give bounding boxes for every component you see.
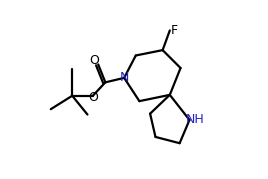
Text: N: N [120, 71, 129, 84]
Text: NH: NH [185, 113, 204, 126]
Text: O: O [88, 91, 98, 104]
Text: F: F [171, 24, 178, 37]
Text: O: O [90, 54, 99, 67]
